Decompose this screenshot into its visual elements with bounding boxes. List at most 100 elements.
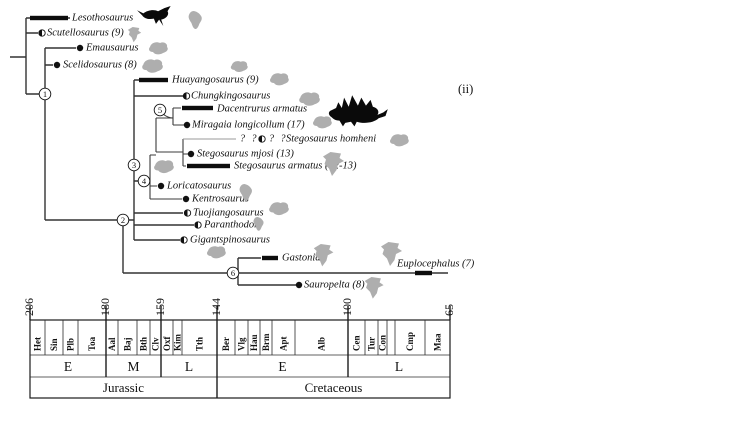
age-label-180: 180: [98, 298, 112, 316]
taxon-label-scelidosaurus: Scelidosaurus (8): [63, 60, 137, 71]
age-label-100: 100: [340, 298, 354, 316]
node-number: 3: [132, 160, 136, 170]
dacentrurinae-stegosaurus-split: [155, 117, 183, 153]
theropod-silhouette-icon: [137, 6, 171, 26]
range-bar-euplocephalus: [415, 270, 432, 276]
stegosaur-silhouette-icon: [328, 95, 388, 127]
stegosauria-spine: [133, 79, 194, 241]
node-number: 2: [121, 215, 125, 225]
stage-label-vlg: Vlg: [237, 337, 247, 351]
epoch-label-early-cretaceous: E: [278, 359, 286, 374]
north-america-map-icon: [364, 277, 384, 299]
landmass-map-icon: [154, 160, 174, 174]
epoch-label-late-jurassic: L: [185, 359, 193, 374]
epoch-label-late-cretaceous: L: [395, 359, 403, 374]
africa-map-icon: [188, 11, 202, 30]
taxon-label-miragaia: Miragaia longicollum (17): [191, 120, 305, 131]
range-bar-lesothosaurus: [30, 15, 68, 21]
taxon-label-gigantspinosaurus: Gigantspinosaurus: [190, 235, 270, 246]
taxon-label-paranthodon: Paranthodon: [203, 220, 259, 231]
stage-label-het: Het: [33, 337, 43, 351]
thyreophora-spine: [44, 47, 134, 221]
homheni-query-right: ? ?: [269, 134, 288, 145]
stage-label-cmp: Cmp: [405, 332, 415, 351]
taxon-marker-half-tuojiangosaurus: [183, 209, 192, 217]
landmass-map-icon: [313, 116, 332, 129]
timescale-boundary-lines: [105, 320, 349, 398]
node5-leader-line: [162, 113, 174, 119]
age-label-144: 144: [209, 298, 223, 316]
clade-node-2: 2: [116, 213, 130, 227]
range-bar-gastonia: [262, 255, 278, 261]
node-number: 1: [43, 89, 47, 99]
timescale: 206 180 159 144 100 65 Het Sin Plb Toa A…: [22, 298, 456, 399]
landmass-map-icon: [269, 202, 289, 216]
dacentrurinae-branches: [172, 107, 184, 126]
epoch-label-early-jurassic: E: [64, 359, 72, 374]
stage-label-cen: Cen: [352, 336, 362, 352]
age-label-65: 65: [442, 304, 456, 316]
landmass-map-icon: [390, 134, 409, 147]
taxon-label-scutellosaurus: Scutellosaurus (9): [47, 28, 124, 39]
homheni-query-left: ? ?: [240, 134, 259, 145]
age-label-159: 159: [153, 298, 167, 316]
stage-label-tur: Tur: [367, 337, 377, 351]
timescale-stage-dividers: [44, 320, 426, 355]
range-bar-huayangosaurus: [139, 77, 168, 83]
period-label-cretaceous: Cretaceous: [305, 380, 363, 395]
stage-label-clv: Clv: [151, 337, 161, 351]
age-tick-marks: [29, 306, 451, 320]
clade-node-3: 3: [127, 158, 141, 172]
taxon-marker-loricatosaurus: [157, 182, 165, 190]
taxon-marker-mjosi: [187, 150, 195, 158]
stage-label-hau: Hau: [249, 334, 259, 351]
stegosaurus-clade-branches: [182, 139, 188, 167]
node-circle: [137, 174, 151, 188]
node-number: 4: [142, 176, 147, 186]
taxon-label-sauropelta: Sauropelta (8): [304, 280, 365, 291]
taxon-label-homheni: Stegosaurus homheni: [286, 134, 376, 145]
taxon-label-mjosi: Stegosaurus mjosi (13): [197, 149, 294, 160]
taxon-label-huayangosaurus: Huayangosaurus (9): [171, 75, 259, 86]
stage-label-maa: Maa: [433, 333, 443, 351]
stage-label-tth: Tth: [195, 337, 205, 351]
epoch-label-middle-jurassic: M: [127, 359, 139, 374]
stage-label-bth: Bth: [139, 337, 149, 351]
taxon-label-lesothosaurus: Lesothosaurus: [71, 13, 133, 24]
stage-label-aal: Aal: [107, 337, 117, 351]
clade-node-5: 5: [153, 103, 167, 117]
clade-node-6: 6: [226, 266, 240, 280]
taxon-marker-kentrosaurus: [182, 195, 190, 203]
node-circle: [153, 103, 167, 117]
taxon-label-chungkingosaurus: Chungkingosaurus: [191, 91, 270, 102]
taxon-label-tuojiangosaurus: Tuojiangosaurus: [193, 208, 264, 219]
taxon-marker-half-paranthodon: [194, 221, 202, 229]
stage-label-plb: Plb: [66, 338, 76, 351]
stage-label-sin: Sin: [49, 338, 59, 351]
timescale-row-lines: [30, 354, 450, 378]
stage-label-toa: Toa: [87, 336, 97, 351]
stage-label-apt: Apt: [279, 336, 289, 351]
taxon-marker-half-gigantspinosaurus: [180, 236, 188, 244]
taxon-label-gastonia: Gastonia: [282, 253, 321, 264]
stage-label-con: Con: [378, 335, 388, 351]
node-circle: [116, 213, 130, 227]
taxon-marker-half-chungkingosaurus: [182, 92, 191, 100]
taxon-marker-sauropelta: [295, 281, 303, 289]
taxon-label-euplocephalus: Euplocephalus (7): [396, 259, 475, 270]
landmass-map-icon: [142, 59, 163, 73]
stage-label-alb: Alb: [317, 337, 327, 351]
taxon-label-armatus: Stegosaurus armatus (12-13): [234, 161, 357, 172]
node-number: 5: [158, 105, 162, 115]
landmass-map-icon: [207, 246, 226, 259]
node-circle: [226, 266, 240, 280]
taxon-label-emausaurus: Emausaurus: [85, 43, 139, 54]
landmass-map-icon: [149, 42, 168, 55]
taxon-marker-half-scutellosaurus: [38, 29, 46, 37]
taxon-label-dacentrurus: Dacentrurus armatus: [216, 104, 307, 115]
taxon-marker-miragaia: [183, 121, 191, 129]
node-circle: [127, 158, 141, 172]
node-circle: [38, 87, 52, 101]
